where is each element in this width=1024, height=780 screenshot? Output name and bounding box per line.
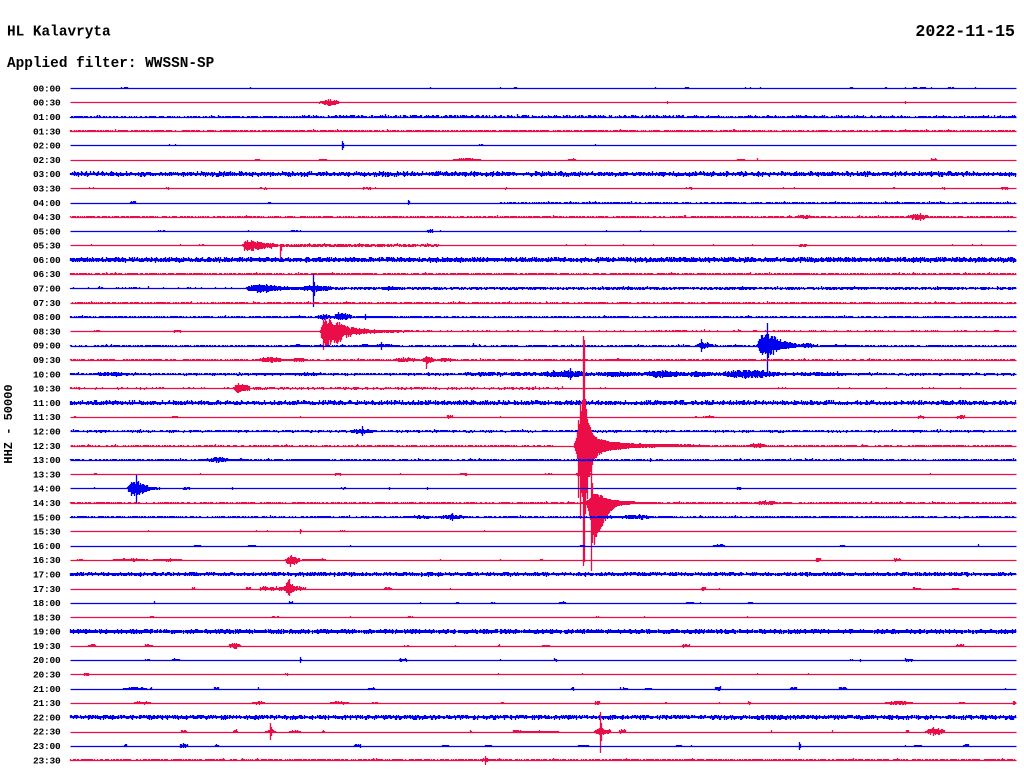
svg-text:02:00: 02:00 — [33, 141, 61, 152]
svg-text:00:00: 00:00 — [33, 83, 61, 94]
svg-text:23:00: 23:00 — [33, 741, 61, 752]
svg-text:22:30: 22:30 — [33, 727, 61, 738]
svg-text:14:30: 14:30 — [33, 498, 61, 509]
svg-text:14:00: 14:00 — [33, 484, 61, 495]
svg-text:12:30: 12:30 — [33, 441, 61, 452]
svg-text:21:00: 21:00 — [33, 684, 61, 695]
svg-text:04:30: 04:30 — [33, 212, 61, 223]
svg-text:13:30: 13:30 — [33, 469, 61, 480]
svg-text:20:30: 20:30 — [33, 670, 61, 681]
svg-text:23:30: 23:30 — [33, 755, 61, 766]
svg-text:09:30: 09:30 — [33, 355, 61, 366]
svg-text:07:30: 07:30 — [33, 298, 61, 309]
svg-text:05:30: 05:30 — [33, 241, 61, 252]
svg-text:10:00: 10:00 — [33, 369, 61, 380]
svg-text:15:30: 15:30 — [33, 527, 61, 538]
svg-text:06:30: 06:30 — [33, 269, 61, 280]
svg-text:08:30: 08:30 — [33, 326, 61, 337]
svg-text:20:00: 20:00 — [33, 655, 61, 666]
svg-text:18:00: 18:00 — [33, 598, 61, 609]
svg-text:16:00: 16:00 — [33, 541, 61, 552]
svg-text:08:00: 08:00 — [33, 312, 61, 323]
svg-text:03:00: 03:00 — [33, 169, 61, 180]
svg-text:12:00: 12:00 — [33, 427, 61, 438]
svg-text:05:00: 05:00 — [33, 226, 61, 237]
svg-text:17:00: 17:00 — [33, 570, 61, 581]
svg-text:17:30: 17:30 — [33, 584, 61, 595]
svg-text:22:00: 22:00 — [33, 712, 61, 723]
svg-text:15:00: 15:00 — [33, 512, 61, 523]
svg-text:11:00: 11:00 — [33, 398, 61, 409]
svg-text:04:00: 04:00 — [33, 198, 61, 209]
svg-text:Applied filter: WWSSN-SP: Applied filter: WWSSN-SP — [7, 56, 215, 72]
svg-text:HHZ - 50000: HHZ - 50000 — [2, 384, 16, 463]
svg-text:16:30: 16:30 — [33, 555, 61, 566]
svg-text:01:30: 01:30 — [33, 126, 61, 137]
svg-text:18:30: 18:30 — [33, 612, 61, 623]
svg-text:21:30: 21:30 — [33, 698, 61, 709]
svg-text:01:00: 01:00 — [33, 112, 61, 123]
svg-text:19:00: 19:00 — [33, 627, 61, 638]
svg-text:09:00: 09:00 — [33, 341, 61, 352]
svg-text:02:30: 02:30 — [33, 155, 61, 166]
svg-text:06:00: 06:00 — [33, 255, 61, 266]
svg-text:HL Kalavryta: HL Kalavryta — [7, 25, 111, 41]
svg-text:03:30: 03:30 — [33, 184, 61, 195]
svg-text:19:30: 19:30 — [33, 641, 61, 652]
svg-text:2022-11-15: 2022-11-15 — [915, 22, 1015, 41]
svg-text:11:30: 11:30 — [33, 412, 61, 423]
svg-text:10:30: 10:30 — [33, 384, 61, 395]
svg-text:13:00: 13:00 — [33, 455, 61, 466]
svg-text:00:30: 00:30 — [33, 98, 61, 109]
svg-text:07:00: 07:00 — [33, 284, 61, 295]
